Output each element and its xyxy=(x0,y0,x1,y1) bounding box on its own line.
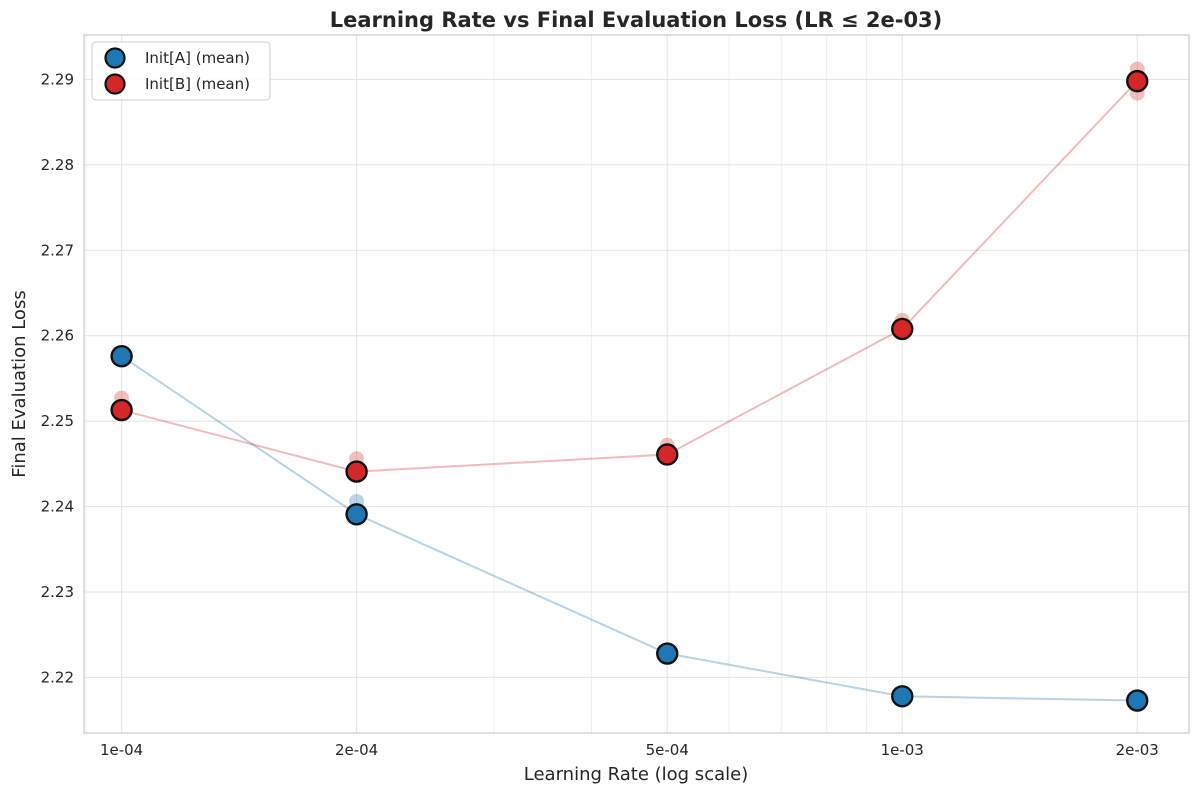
y-tick-label: 2.26 xyxy=(41,327,74,345)
y-tick-label: 2.23 xyxy=(41,583,74,601)
legend-marker-init-b xyxy=(104,73,126,95)
plot-area-frame xyxy=(83,34,1190,734)
mean-point-init-b xyxy=(1126,69,1149,93)
mean-point-init-a xyxy=(1126,689,1149,712)
y-tick-label: 2.25 xyxy=(41,412,74,430)
x-tick-label: 1e-04 xyxy=(100,741,143,759)
x-axis-label: Learning Rate (log scale) xyxy=(524,764,748,785)
y-tick-label: 2.22 xyxy=(41,668,74,686)
mean-point-init-a xyxy=(891,685,914,708)
mean-point-init-b xyxy=(891,317,914,341)
mean-point-init-b xyxy=(110,398,133,422)
y-axis-label: Final Evaluation Loss xyxy=(9,290,30,477)
mean-point-init-a xyxy=(345,503,368,526)
x-tick-label: 5e-04 xyxy=(646,741,689,759)
y-tick-label: 2.29 xyxy=(41,70,74,88)
legend-marker-init-a xyxy=(104,47,126,69)
x-tick-labels: 1e-04 2e-04 5e-04 1e-03 2e-03 xyxy=(100,741,1159,759)
mean-point-init-b xyxy=(656,443,679,466)
x-tick-label: 1e-03 xyxy=(881,741,924,759)
legend: Init[A] (mean) Init[B] (mean) xyxy=(91,41,271,101)
y-tick-label: 2.28 xyxy=(41,156,74,174)
chart-title: Learning Rate vs Final Evaluation Loss (… xyxy=(330,8,943,32)
y-tick-label: 2.27 xyxy=(41,241,74,259)
mean-point-init-a xyxy=(110,345,133,368)
grid xyxy=(84,35,1189,733)
y-tick-labels: 2.22 2.23 2.24 2.25 2.26 2.27 2.28 2.29 xyxy=(41,70,74,686)
legend-box xyxy=(91,41,271,101)
mean-points xyxy=(110,69,1149,712)
x-tick-label: 2e-03 xyxy=(1116,741,1159,759)
legend-label-init-b: Init[B] (mean) xyxy=(145,75,250,93)
legend-label-init-a: Init[A] (mean) xyxy=(145,49,250,67)
x-tick-label: 2e-04 xyxy=(335,741,378,759)
mean-point-init-b xyxy=(345,460,368,483)
y-tick-label: 2.24 xyxy=(41,498,74,516)
mean-point-init-a xyxy=(656,642,679,665)
